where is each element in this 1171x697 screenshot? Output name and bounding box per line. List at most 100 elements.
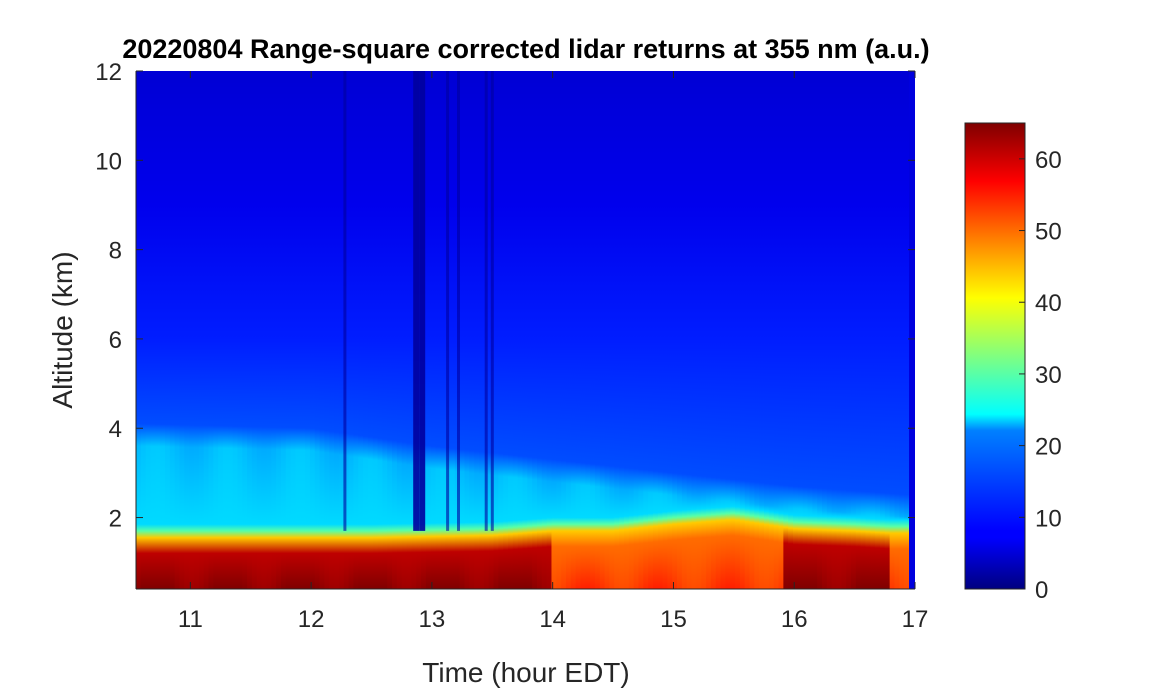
- heatmap-column: [599, 71, 606, 589]
- heatmap-column: [184, 71, 190, 589]
- heatmap-column: [435, 71, 441, 589]
- heatmap-column: [764, 71, 770, 589]
- heatmap-column: [208, 71, 214, 589]
- heatmap-column: [546, 71, 553, 589]
- heatmap-column: [256, 71, 263, 589]
- heatmap-column: [532, 71, 538, 589]
- heatmap-column: [150, 71, 156, 589]
- heatmap-column: [793, 71, 799, 589]
- heatmap-column: [174, 71, 181, 589]
- heatmap-column: [735, 71, 741, 589]
- heatmap-column: [377, 71, 383, 589]
- heatmap-column: [696, 71, 702, 589]
- heatmap-column: [517, 71, 524, 589]
- low-signal-streak: [457, 71, 460, 531]
- y-tick-label: 4: [109, 416, 122, 443]
- heatmap-column: [290, 71, 297, 589]
- heatmap-column: [232, 71, 239, 589]
- heatmap-column: [826, 71, 833, 589]
- heatmap-column: [160, 71, 166, 589]
- heatmap-column: [667, 71, 673, 589]
- colorbar: 0 10 20 30 40 50 60: [964, 122, 1062, 604]
- heatmap-column: [440, 71, 446, 589]
- heatmap-column: [541, 71, 548, 589]
- colorbar-tick-label: 50: [1035, 219, 1062, 246]
- y-tick-label: 10: [95, 148, 122, 175]
- heatmap-column: [222, 71, 229, 589]
- heatmap-column: [884, 71, 891, 589]
- heatmap-column: [850, 71, 857, 589]
- x-axis-ticks: 11 12 13 14 15 16 17: [178, 71, 928, 633]
- heatmap-column: [309, 71, 316, 589]
- heatmap-column: [744, 71, 751, 589]
- heatmap-column: [706, 71, 712, 589]
- colorbar-tick-label: 0: [1035, 577, 1048, 604]
- x-axis-label: Time (hour EDT): [422, 657, 629, 688]
- heatmap-column: [295, 71, 301, 589]
- colorbar-tick-label: 30: [1035, 362, 1062, 389]
- heatmap-column: [604, 71, 611, 589]
- heatmap-column: [242, 71, 248, 589]
- heatmap-column: [720, 71, 726, 589]
- heatmap-column: [285, 71, 292, 589]
- heatmap-column: [536, 71, 543, 589]
- heatmap-column: [136, 71, 142, 589]
- heatmap-column: [894, 71, 900, 589]
- x-tick-label: 15: [660, 606, 687, 633]
- heatmap-column: [623, 71, 630, 589]
- heatmap-column: [338, 71, 345, 589]
- heatmap-column: [788, 71, 794, 589]
- heatmap-column: [324, 71, 330, 589]
- colorbar-ticks: 0 10 20 30 40 50 60: [1019, 147, 1062, 604]
- y-tick-label: 2: [109, 506, 122, 533]
- heatmap-column: [343, 71, 350, 589]
- heatmap-column: [807, 71, 813, 589]
- heatmap-column: [643, 71, 649, 589]
- heatmap-column: [140, 71, 147, 589]
- heatmap-column: [580, 71, 586, 589]
- heatmap-column: [817, 71, 823, 589]
- heatmap-column: [305, 71, 311, 589]
- heatmap-column: [739, 71, 746, 589]
- heatmap-column: [875, 71, 881, 589]
- heatmap-column: [822, 71, 828, 589]
- heatmap-column: [271, 71, 277, 589]
- heatmap-column: [836, 71, 842, 589]
- heatmap-column: [358, 71, 364, 589]
- heatmap-column: [406, 71, 412, 589]
- heatmap-column: [652, 71, 659, 589]
- heatmap-column: [841, 71, 847, 589]
- heatmap-column: [759, 71, 765, 589]
- y-axis-label: Altitude (km): [47, 251, 78, 408]
- heatmap-column: [459, 71, 466, 589]
- heatmap-column: [672, 71, 678, 589]
- x-tick-label: 12: [298, 606, 325, 633]
- heatmap-column: [401, 71, 408, 589]
- heatmap-column: [512, 71, 519, 589]
- x-tick-label: 11: [178, 606, 203, 633]
- heatmap-column: [247, 71, 253, 589]
- heatmap-column: [353, 71, 359, 589]
- heatmap-column: [261, 71, 268, 589]
- colorbar-tick-label: 20: [1035, 434, 1062, 461]
- heatmap-column: [889, 71, 896, 589]
- heatmap-column: [218, 71, 224, 589]
- heatmap-column: [507, 71, 514, 589]
- heatmap-column: [372, 71, 379, 589]
- heatmap-column: [300, 71, 306, 589]
- heatmap-column: [251, 71, 258, 589]
- colorbar-tick-label: 10: [1035, 505, 1062, 532]
- low-signal-streak: [343, 71, 347, 531]
- heatmap-column: [778, 71, 784, 589]
- colorbar-tick-label: 40: [1035, 290, 1062, 317]
- heatmap-column: [575, 71, 582, 589]
- heatmap-column: [276, 71, 282, 589]
- heatmap-column: [585, 71, 591, 589]
- chart-title: 20220804 Range-square corrected lidar re…: [122, 34, 929, 64]
- heatmap-column: [657, 71, 664, 589]
- heatmap-column: [831, 71, 838, 589]
- heatmap-column: [590, 71, 596, 589]
- heatmap-column-edge: [909, 71, 915, 589]
- heatmap-column: [155, 71, 161, 589]
- heatmap-column: [662, 71, 669, 589]
